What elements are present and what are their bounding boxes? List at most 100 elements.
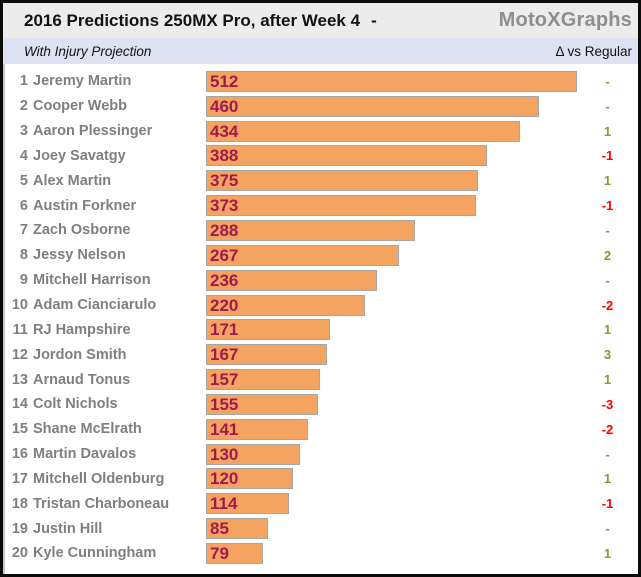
rider-name: Alex Martin: [33, 172, 112, 189]
points-bar: 130: [206, 443, 301, 465]
bar-track: 288: [206, 219, 577, 241]
bar-chart: 1 Jeremy Martin 512 - 2 Cooper Webb 460 …: [3, 64, 638, 566]
bar-value-label: 85: [210, 519, 229, 539]
bar-value-label: 434: [210, 121, 239, 141]
rank-label: 17: [11, 470, 28, 487]
points-bar: 288: [206, 219, 415, 241]
delta-value: 1: [603, 545, 612, 561]
bar-track: 267: [206, 244, 577, 266]
rider-name: Joey Savatgy: [33, 147, 126, 164]
bar-track: 512: [206, 70, 577, 92]
rank-label: 16: [11, 446, 28, 463]
delta-value: 1: [603, 471, 612, 487]
rank-label: 10: [11, 297, 28, 314]
rider-row: 3 Aaron Plessinger 434 1: [3, 119, 638, 144]
rank-label: 15: [11, 421, 28, 438]
delta-value: 3: [603, 347, 612, 363]
points-bar: 434: [206, 120, 521, 142]
bar-track: 375: [206, 170, 577, 192]
delta-value: -: [605, 73, 610, 89]
rank-label: 3: [19, 123, 28, 140]
rider-row: 4 Joey Savatgy 388 -1: [3, 144, 638, 169]
bar-value-label: 288: [210, 220, 239, 240]
bar-track: 373: [206, 195, 577, 217]
rider-row: 13 Arnaud Tonus 157 1: [3, 367, 638, 392]
delta-value: -: [605, 272, 610, 288]
rider-row: 11 RJ Hampshire 171 1: [3, 317, 638, 342]
delta-value: -2: [601, 421, 614, 437]
points-bar: 220: [206, 294, 366, 316]
rank-label: 6: [19, 197, 28, 214]
points-bar: 267: [206, 244, 400, 266]
rider-name: Martin Davalos: [33, 446, 137, 463]
delta-value: -1: [601, 198, 614, 214]
bar-track: 167: [206, 344, 577, 366]
rider-name: Zach Osborne: [33, 222, 131, 239]
rank-label: 13: [11, 371, 28, 388]
rank-label: 19: [11, 520, 28, 537]
bar-track: 236: [206, 269, 577, 291]
bar-value-label: 114: [210, 494, 238, 514]
bar-value-label: 512: [210, 71, 239, 91]
rider-row: 12 Jordon Smith 167 3: [3, 342, 638, 367]
bar-value-label: 373: [210, 196, 239, 216]
subtitle: With Injury Projection: [24, 43, 152, 59]
rank-label: 14: [11, 396, 28, 413]
bar-value-label: 388: [210, 146, 239, 166]
delta-value: 1: [603, 173, 612, 189]
bar-track: 114: [206, 493, 577, 515]
rank-label: 5: [19, 172, 28, 189]
rider-name: Mitchell Harrison: [33, 272, 151, 289]
points-bar: 236: [206, 269, 377, 291]
rider-row: 20 Kyle Cunningham 79 1: [3, 541, 638, 566]
bar-value-label: 375: [210, 171, 239, 191]
rider-name: Jeremy Martin: [33, 73, 132, 90]
rider-row: 7 Zach Osborne 288 -: [3, 218, 638, 243]
rank-label: 12: [11, 346, 28, 363]
points-bar: 155: [206, 393, 319, 415]
rider-name: Tristan Charboneau: [33, 495, 170, 512]
bar-track: 434: [206, 120, 577, 142]
rider-name: Shane McElrath: [33, 421, 142, 438]
rank-label: 9: [19, 272, 28, 289]
delta-value: -: [605, 446, 610, 462]
chart-title-bar: 2016 Predictions 250MX Pro, after Week 4…: [3, 3, 638, 38]
points-bar: 157: [206, 369, 320, 391]
bar-value-label: 460: [210, 96, 239, 116]
bar-track: 155: [206, 393, 577, 415]
rider-row: 1 Jeremy Martin 512 -: [3, 69, 638, 94]
rider-name: Justin Hill: [33, 520, 103, 537]
chart-title: 2016 Predictions 250MX Pro, after Week 4: [24, 10, 361, 30]
brand-logo: MotoXGraphs: [498, 9, 632, 31]
title-separator: -: [371, 10, 377, 30]
rider-row: 6 Austin Forkner 373 -1: [3, 193, 638, 218]
delta-value: -: [605, 521, 610, 537]
delta-value: 2: [603, 247, 612, 263]
rider-name: Jessy Nelson: [33, 247, 126, 264]
rider-name: Jordon Smith: [33, 346, 127, 363]
delta-value: -1: [601, 496, 614, 512]
points-bar: 79: [206, 542, 264, 564]
points-bar: 141: [206, 418, 309, 440]
bar-value-label: 220: [210, 295, 239, 315]
delta-column-header: Δ vs Regular: [555, 43, 632, 59]
rider-name: Colt Nichols: [33, 396, 118, 413]
bar-track: 85: [206, 518, 577, 540]
delta-value: -: [605, 98, 610, 114]
points-bar: 388: [206, 145, 488, 167]
bar-value-label: 141: [210, 419, 239, 439]
points-bar: 375: [206, 170, 478, 192]
delta-value: -3: [601, 396, 614, 412]
rider-row: 9 Mitchell Harrison 236 -: [3, 268, 638, 293]
points-bar: 512: [206, 70, 577, 92]
points-bar: 460: [206, 95, 540, 117]
bar-value-label: 130: [210, 444, 239, 464]
points-bar: 171: [206, 319, 330, 341]
bar-value-label: 267: [210, 245, 239, 265]
points-bar: 114: [206, 493, 289, 515]
bar-value-label: 171: [210, 320, 239, 340]
rider-name: RJ Hampshire: [33, 321, 131, 338]
bar-value-label: 236: [210, 270, 239, 290]
rider-row: 18 Tristan Charboneau 114 -1: [3, 491, 638, 516]
